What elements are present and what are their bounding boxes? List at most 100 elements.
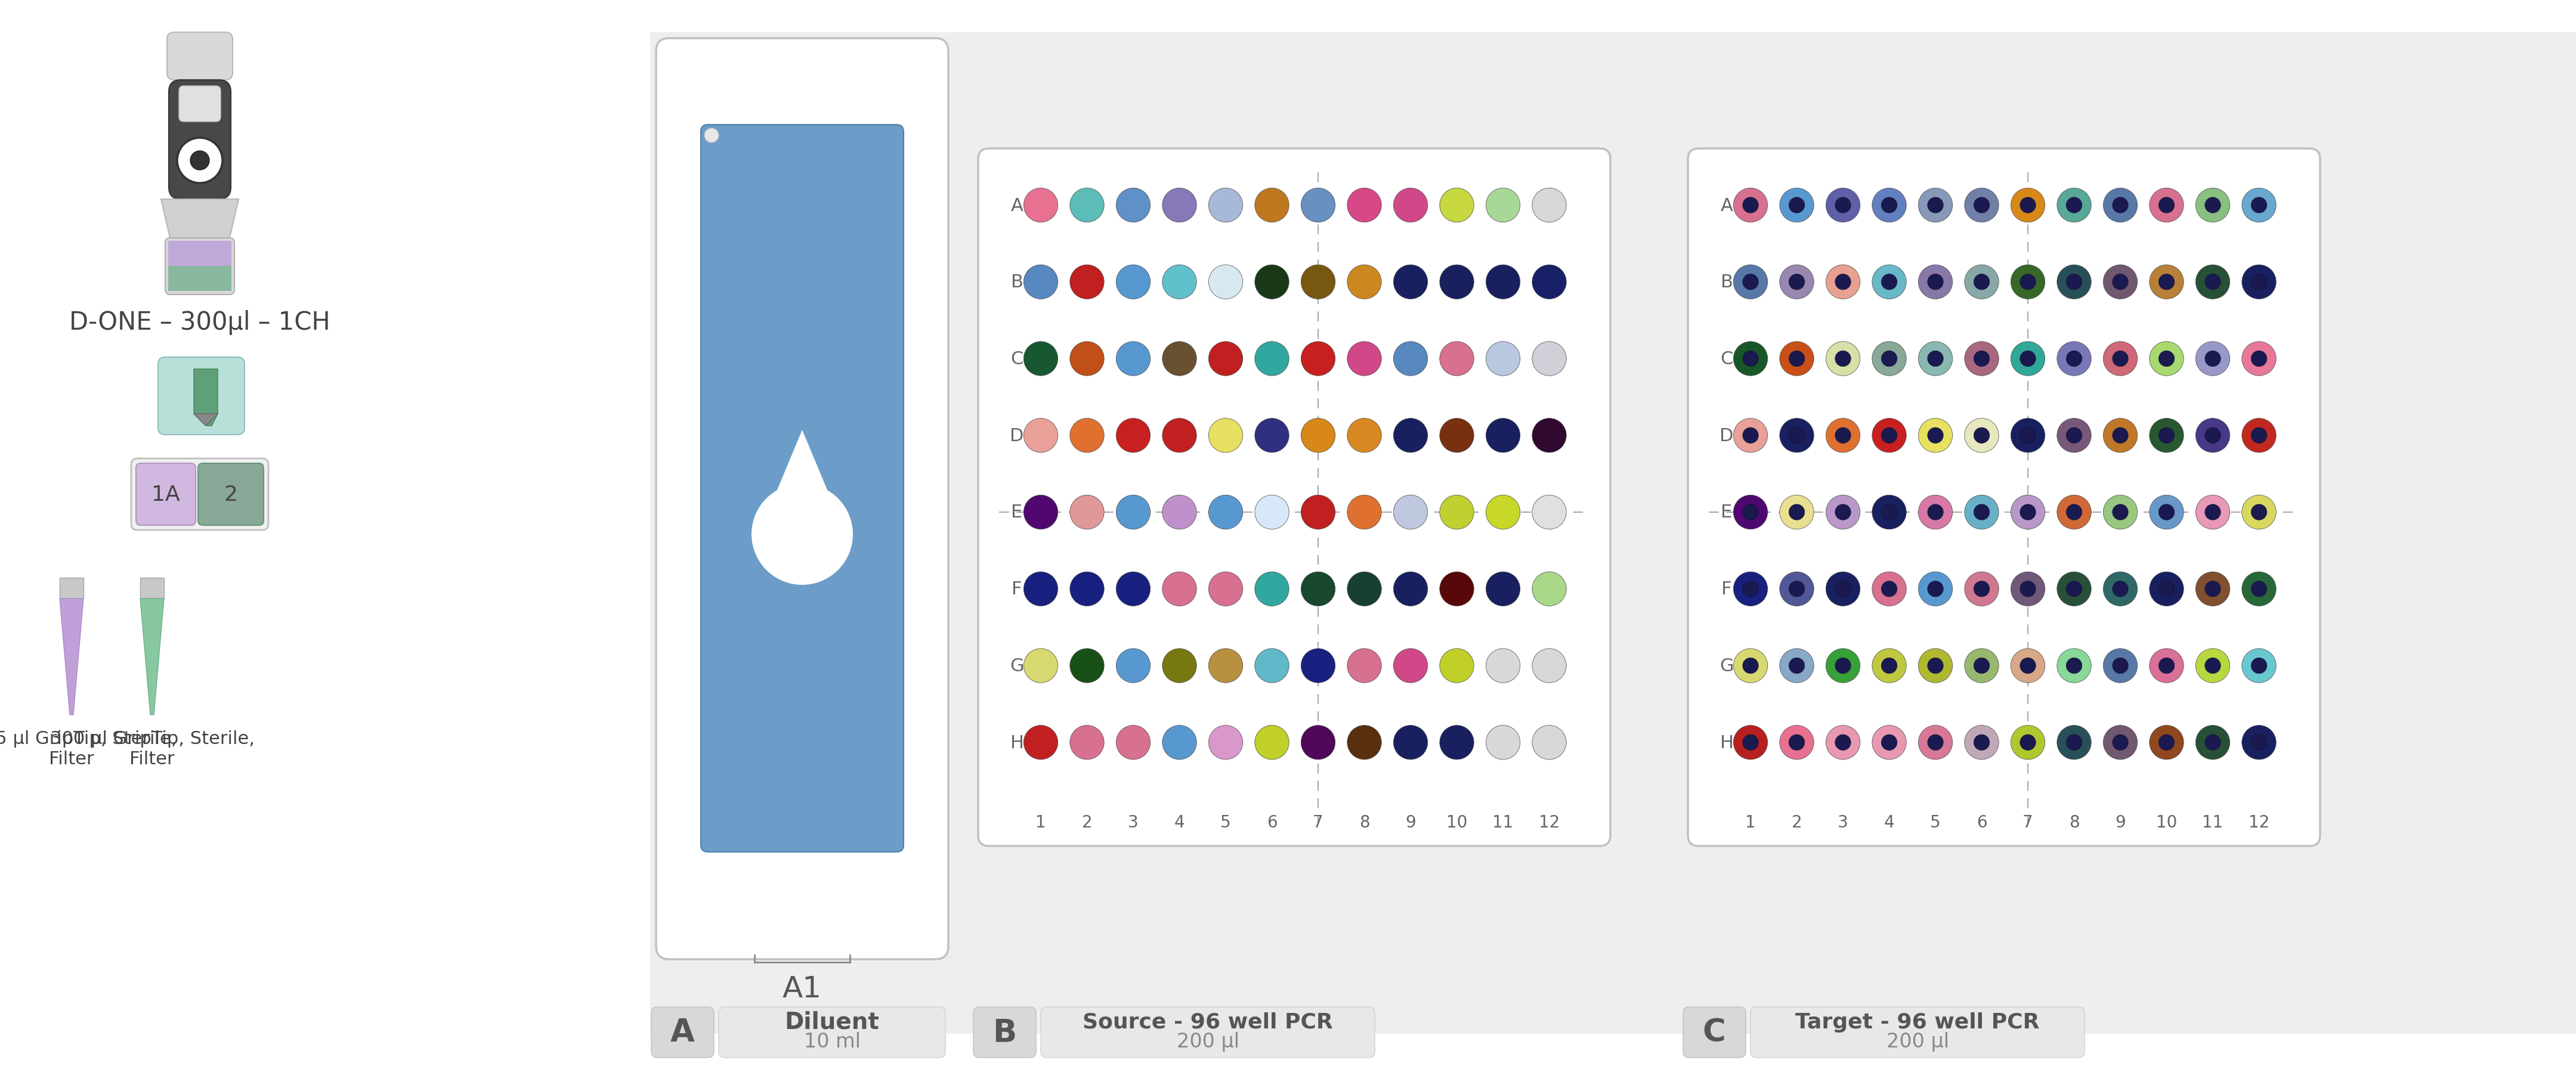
Circle shape: [2148, 189, 2184, 223]
Circle shape: [2241, 572, 2277, 607]
Circle shape: [1880, 582, 1896, 597]
Text: A: A: [670, 1017, 696, 1047]
Circle shape: [2102, 649, 2138, 683]
Circle shape: [2148, 419, 2184, 453]
Circle shape: [2020, 351, 2035, 367]
Circle shape: [2205, 275, 2221, 290]
Circle shape: [1533, 495, 1566, 529]
Bar: [649, 33, 2576, 1034]
Circle shape: [2159, 351, 2174, 367]
Circle shape: [1826, 649, 1860, 683]
FancyBboxPatch shape: [652, 1007, 714, 1057]
Circle shape: [1208, 572, 1242, 607]
Circle shape: [1873, 726, 1906, 759]
Circle shape: [2112, 275, 2128, 290]
Circle shape: [2020, 734, 2035, 751]
Circle shape: [1734, 265, 1767, 299]
Circle shape: [1394, 189, 1427, 223]
Circle shape: [1440, 341, 1473, 376]
Text: D: D: [1721, 427, 1734, 444]
Circle shape: [1780, 649, 1814, 683]
Text: H: H: [1010, 734, 1023, 752]
Circle shape: [1347, 726, 1381, 759]
Circle shape: [1533, 572, 1566, 607]
Circle shape: [1744, 197, 1759, 214]
Circle shape: [1301, 341, 1334, 376]
Circle shape: [1965, 572, 1999, 607]
Text: F: F: [1012, 580, 1023, 598]
Circle shape: [2020, 582, 2035, 597]
Text: D-ONE – 300µl – 1CH: D-ONE – 300µl – 1CH: [70, 310, 330, 335]
Circle shape: [1069, 495, 1105, 529]
Circle shape: [1973, 582, 1989, 597]
Circle shape: [1927, 428, 1942, 444]
Circle shape: [2205, 428, 2221, 444]
Circle shape: [1919, 341, 1953, 376]
Circle shape: [2012, 265, 2045, 299]
FancyBboxPatch shape: [979, 149, 1610, 847]
Circle shape: [1873, 572, 1906, 607]
Circle shape: [1826, 726, 1860, 759]
Bar: [167, 266, 232, 291]
Circle shape: [1826, 572, 1860, 607]
Circle shape: [1880, 197, 1896, 214]
Circle shape: [2020, 504, 2035, 520]
Circle shape: [2020, 658, 2035, 674]
FancyBboxPatch shape: [1041, 1007, 1376, 1057]
Circle shape: [1486, 419, 1520, 453]
Circle shape: [1734, 495, 1767, 529]
Circle shape: [1919, 726, 1953, 759]
Circle shape: [2020, 428, 2035, 444]
Circle shape: [1486, 495, 1520, 529]
Circle shape: [1744, 734, 1759, 751]
Circle shape: [2058, 649, 2092, 683]
Text: 1: 1: [1747, 814, 1757, 830]
Circle shape: [1301, 189, 1334, 223]
Circle shape: [1301, 649, 1334, 683]
Circle shape: [2112, 582, 2128, 597]
Circle shape: [1873, 419, 1906, 453]
Circle shape: [2102, 572, 2138, 607]
Text: 5: 5: [1221, 814, 1231, 830]
Text: B: B: [1721, 274, 1734, 291]
Circle shape: [2251, 504, 2267, 520]
Circle shape: [1115, 189, 1151, 223]
Circle shape: [2012, 189, 2045, 223]
Text: 9: 9: [2115, 814, 2125, 830]
Circle shape: [1347, 189, 1381, 223]
Circle shape: [2058, 265, 2092, 299]
Text: 12.5 µl GripTip, Sterile,
Filter: 12.5 µl GripTip, Sterile, Filter: [0, 730, 178, 767]
Circle shape: [1023, 341, 1059, 376]
Circle shape: [1734, 572, 1767, 607]
Circle shape: [2148, 265, 2184, 299]
Circle shape: [1440, 572, 1473, 607]
Circle shape: [2159, 734, 2174, 751]
Circle shape: [1788, 428, 1806, 444]
Circle shape: [2112, 734, 2128, 751]
Circle shape: [1880, 428, 1896, 444]
Circle shape: [1394, 341, 1427, 376]
Circle shape: [1919, 265, 1953, 299]
Circle shape: [1788, 275, 1806, 290]
Circle shape: [2205, 734, 2221, 751]
Text: B: B: [1010, 274, 1023, 291]
Text: C: C: [1010, 350, 1023, 368]
Circle shape: [2148, 726, 2184, 759]
Circle shape: [1162, 189, 1195, 223]
Circle shape: [1069, 189, 1105, 223]
Text: 10: 10: [1445, 814, 1468, 830]
Circle shape: [1440, 649, 1473, 683]
Circle shape: [1780, 189, 1814, 223]
Circle shape: [1208, 341, 1242, 376]
Text: 300 µl GripTip, Sterile,
Filter: 300 µl GripTip, Sterile, Filter: [49, 730, 255, 767]
Circle shape: [1919, 572, 1953, 607]
Circle shape: [2112, 504, 2128, 520]
Circle shape: [2020, 275, 2035, 290]
Circle shape: [1973, 734, 1989, 751]
Circle shape: [2020, 197, 2035, 214]
Circle shape: [1115, 649, 1151, 683]
Circle shape: [1834, 658, 1850, 674]
Circle shape: [1965, 726, 1999, 759]
Circle shape: [1734, 341, 1767, 376]
Circle shape: [1788, 351, 1806, 367]
